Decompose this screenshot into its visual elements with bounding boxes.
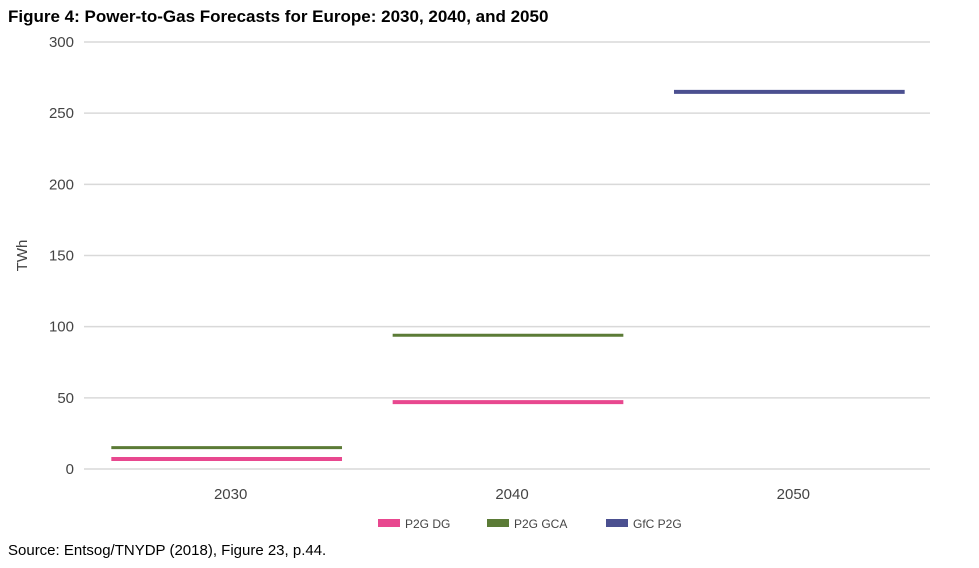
y-tick-label: 100 xyxy=(49,319,74,336)
y-tick-label: 250 xyxy=(49,105,74,122)
legend-label: P2G DG xyxy=(405,517,450,531)
legend-swatch xyxy=(487,519,509,527)
source-note: Source: Entsog/TNYDP (2018), Figure 23, … xyxy=(8,542,327,559)
y-tick-label: 150 xyxy=(49,248,74,265)
y-tick-label: 300 xyxy=(49,34,74,51)
legend-swatch xyxy=(378,519,400,527)
legend-swatch xyxy=(606,519,628,527)
x-tick-label: 2040 xyxy=(495,486,528,503)
legend-label: P2G GCA xyxy=(514,517,567,531)
chart-title: Figure 4: Power-to-Gas Forecasts for Eur… xyxy=(8,7,549,26)
legend-label: GfC P2G xyxy=(633,517,682,531)
x-tick-label: 2050 xyxy=(777,486,810,503)
x-tick-label: 2030 xyxy=(214,486,247,503)
y-tick-label: 200 xyxy=(49,176,74,193)
y-tick-label: 0 xyxy=(66,461,74,478)
y-axis-label: TWh xyxy=(14,240,31,272)
y-tick-label: 50 xyxy=(57,390,74,407)
